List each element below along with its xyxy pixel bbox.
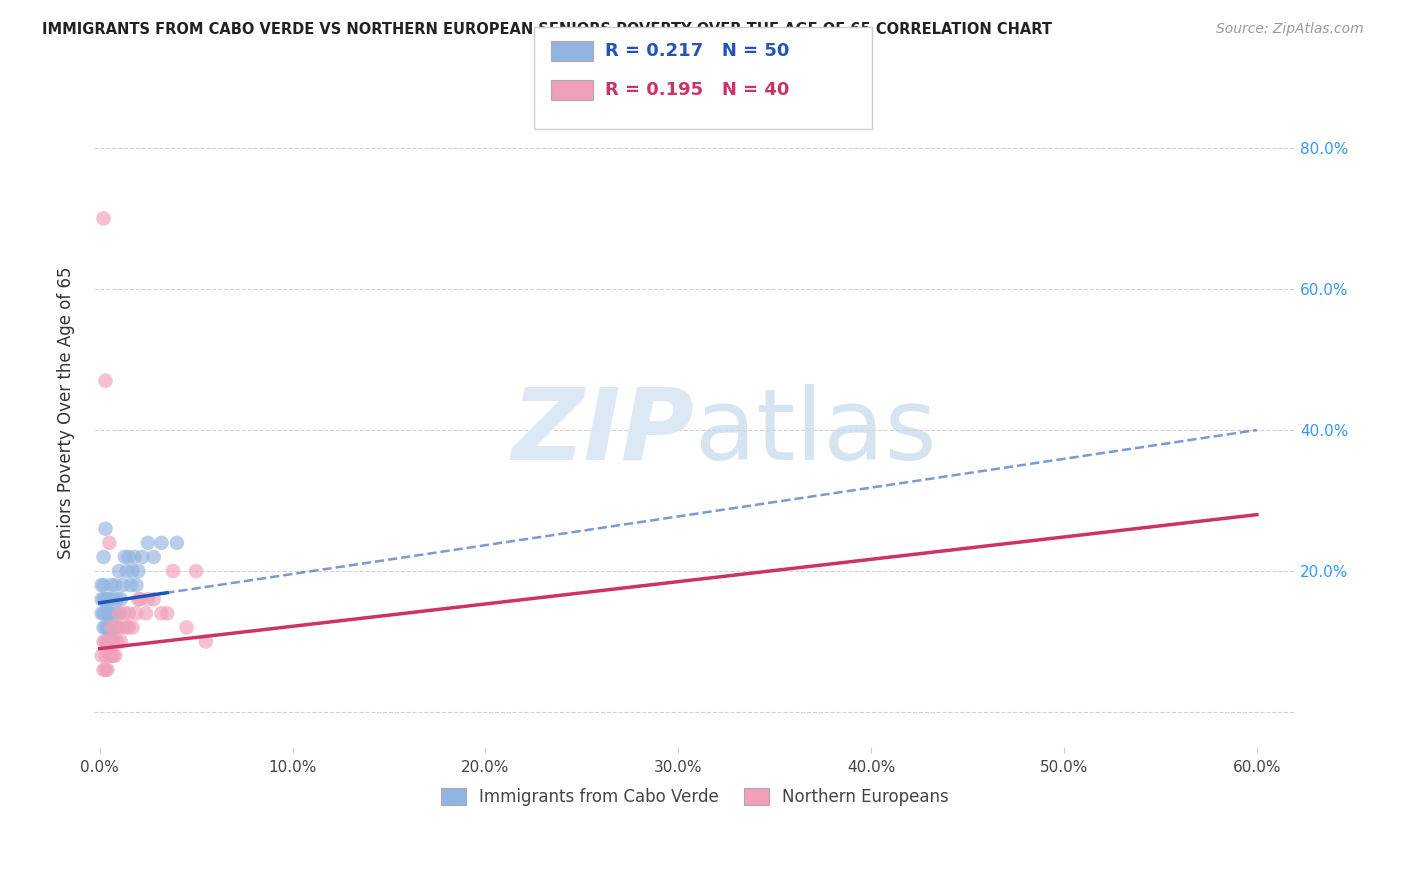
Point [127,564,149,578]
Point [166,536,188,550]
Point [150,607,173,621]
Point [104,620,127,634]
Point [93,663,115,677]
Point [103,634,125,648]
Point [111,578,134,592]
Point [110,634,132,648]
Point [108,607,131,621]
Point [115,564,138,578]
Point [194,634,217,648]
Point [93,634,115,648]
Point [90,592,112,607]
Point [108,564,131,578]
Text: ZIP: ZIP [512,384,695,481]
Point [96,634,118,648]
Legend: Immigrants from Cabo Verde, Northern Europeans: Immigrants from Cabo Verde, Northern Eur… [434,781,956,813]
Point [176,620,198,634]
Point [103,634,125,648]
Point [108,620,131,634]
Point [96,663,118,677]
Point [136,592,159,607]
Point [103,648,125,663]
Point [100,578,122,592]
Point [90,648,112,663]
Point [125,578,148,592]
Point [93,578,115,592]
Point [100,620,122,634]
Point [103,592,125,607]
Point [94,648,117,663]
Point [104,648,127,663]
Point [96,620,118,634]
Point [98,536,121,550]
Point [104,620,127,634]
Point [94,522,117,536]
Point [103,620,125,634]
Point [98,634,121,648]
Point [98,607,121,621]
Point [90,607,112,621]
Point [120,578,142,592]
Point [142,592,165,607]
Point [117,620,139,634]
Point [136,536,159,550]
Point [93,592,115,607]
Point [93,211,115,226]
Point [94,592,117,607]
Point [105,620,128,634]
Point [98,634,121,648]
Point [150,536,173,550]
Point [93,549,115,564]
Point [162,564,184,578]
Point [115,620,138,634]
Point [124,549,146,564]
Point [90,578,112,592]
Point [94,374,117,388]
Point [117,607,139,621]
Point [135,607,157,621]
Point [142,549,165,564]
Text: R = 0.217   N = 50: R = 0.217 N = 50 [605,42,789,60]
Point [129,592,152,607]
Point [114,607,136,621]
Point [96,592,118,607]
Point [98,592,121,607]
Point [100,607,122,621]
Point [104,578,127,592]
Text: atlas: atlas [695,384,936,481]
Point [96,634,118,648]
Point [105,592,128,607]
Point [94,607,117,621]
Point [94,663,117,677]
Point [121,620,143,634]
Text: IMMIGRANTS FROM CABO VERDE VS NORTHERN EUROPEAN SENIORS POVERTY OVER THE AGE OF : IMMIGRANTS FROM CABO VERDE VS NORTHERN E… [42,22,1052,37]
Point [127,592,149,607]
Point [100,634,122,648]
Point [94,634,117,648]
Point [104,607,127,621]
Point [98,648,121,663]
Point [110,592,132,607]
Point [114,549,136,564]
Point [156,607,179,621]
Point [108,607,131,621]
Point [93,620,115,634]
Point [111,620,134,634]
Text: R = 0.195   N = 40: R = 0.195 N = 40 [605,81,789,99]
Point [100,648,122,663]
Point [121,564,143,578]
Point [105,634,128,648]
Point [186,564,208,578]
Text: Source: ZipAtlas.com: Source: ZipAtlas.com [1216,22,1364,37]
Point [93,607,115,621]
Point [94,620,117,634]
Point [131,549,153,564]
Point [98,620,121,634]
Point [96,607,118,621]
Point [117,549,139,564]
Point [100,620,122,634]
Point [125,607,148,621]
Y-axis label: Seniors Poverty Over the Age of 65: Seniors Poverty Over the Age of 65 [58,266,75,558]
